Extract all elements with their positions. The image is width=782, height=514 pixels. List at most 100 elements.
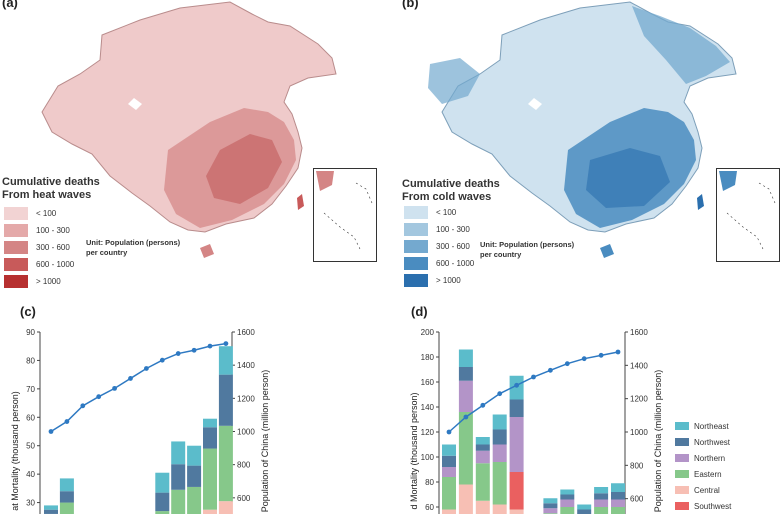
y-tick-label: 100 [421, 453, 435, 462]
bar-segment [577, 509, 592, 514]
heat-legend-title: Cumulative deaths From heat waves [2, 176, 100, 201]
bar-segment [458, 349, 473, 367]
region-legend-row: Eastern [675, 466, 731, 482]
heat-legend-row: > 1000 [4, 275, 61, 288]
hainan-heat [200, 244, 214, 258]
bar-segment [594, 493, 609, 500]
y2-tick-label: 800 [237, 461, 251, 470]
lake-cold [528, 98, 542, 110]
heat-legend-swatch [4, 241, 28, 254]
region-legend-row: Southwest [675, 498, 731, 514]
population-line [50, 342, 227, 433]
heat-legend-row: 300 - 600 [4, 241, 70, 254]
bar-segment [492, 504, 507, 514]
cold-legend-row: 300 - 600 [404, 240, 470, 253]
heat-legend-row: 100 - 300 [4, 224, 70, 237]
population-point [191, 347, 197, 353]
cold-wave-map [428, 1, 737, 258]
bar-segment [187, 486, 202, 514]
bar-segment [187, 445, 202, 466]
y-tick-label: 60 [425, 503, 434, 512]
bar-segment [44, 505, 58, 510]
bar-segment [560, 489, 575, 495]
region-legend-row: Northwest [675, 434, 731, 450]
y2-tick-label: 1200 [237, 394, 255, 403]
population-point [446, 429, 452, 435]
bar-segment [594, 487, 609, 494]
bar-segment [442, 467, 456, 477]
region-legend-label: Northwest [694, 437, 731, 447]
bar-segment [475, 463, 490, 501]
cold-legend-row: > 1000 [404, 274, 461, 287]
bar-segment [560, 507, 575, 514]
south-china-sea-inset-heat [313, 168, 377, 262]
y-tick-label: 30 [26, 499, 35, 508]
bar-segment [560, 499, 575, 507]
panel-d-label: (d) [411, 304, 428, 319]
china-west-cold [428, 58, 480, 104]
region-legend-row: Northeast [675, 418, 731, 434]
heat-legend-row: 600 - 1000 [4, 258, 74, 271]
heat-legend-swatch [4, 258, 28, 271]
y-tick-label: 80 [425, 478, 434, 487]
bar-segment [611, 507, 625, 514]
heat-legend-label: 600 - 1000 [36, 260, 75, 269]
y-tick-label: 80 [26, 356, 35, 365]
population-point [581, 356, 587, 362]
population-point [564, 361, 570, 367]
population-point [615, 349, 621, 355]
bar-segment [155, 472, 170, 493]
population-point [112, 385, 117, 391]
y-axis-label: at Mortality (thousand person) [10, 391, 20, 511]
heat-legend-label: 300 - 600 [36, 243, 70, 252]
population-line [448, 351, 619, 433]
cold-legend-swatch [404, 206, 428, 219]
heat-legend-label: > 1000 [36, 277, 61, 286]
bar-segment [171, 441, 186, 465]
bar-segment [44, 509, 58, 514]
bar-segment [543, 508, 558, 514]
y2-tick-label: 1000 [630, 428, 648, 437]
population-point [48, 429, 54, 434]
heat-unit-note: Unit: Population (persons) per country [86, 238, 181, 257]
population-point [175, 351, 181, 356]
y2-tick-label: 1600 [237, 328, 255, 337]
bar-segment [203, 509, 217, 514]
population-point [463, 414, 469, 420]
y2-tick-label: 1400 [630, 361, 648, 370]
cold-legend-label: < 100 [436, 208, 457, 217]
region-legend-label: Southwest [694, 501, 732, 511]
y2-tick-label: 1400 [237, 361, 255, 370]
hainan-cold [600, 244, 614, 258]
y-tick-label: 140 [421, 403, 435, 412]
y2-tick-label: 600 [237, 494, 251, 503]
population-point [480, 402, 486, 408]
y-axis-label: d Mortality (thousand person) [409, 392, 419, 509]
population-point [64, 419, 70, 424]
population-point [548, 367, 553, 373]
bar-segment [458, 484, 473, 514]
taiwan-heat [297, 194, 304, 210]
bar-segment [59, 491, 74, 503]
bar-segment [543, 503, 558, 509]
bar-segment [475, 500, 490, 514]
region-legend: Northeast Northwest Northern Eastern Central… [675, 418, 731, 514]
bar-segment [594, 499, 609, 507]
y2-tick-label: 1600 [630, 328, 648, 337]
bar-segment [560, 494, 575, 500]
y-tick-label: 200 [421, 328, 435, 337]
bar-segment [458, 380, 473, 412]
population-point [514, 382, 519, 388]
bar-segment [492, 444, 507, 462]
population-point [497, 391, 503, 397]
y2-tick-label: 600 [630, 495, 644, 504]
lake2-heat [90, 40, 100, 52]
bar-segment [155, 511, 170, 514]
panel-c-label: (c) [20, 304, 36, 319]
y2-tick-label: 800 [630, 461, 644, 470]
lake-heat [128, 98, 142, 110]
population-point [598, 352, 604, 358]
bar-segment [492, 462, 507, 505]
region-legend-row: Northern [675, 450, 731, 466]
bar-segment [155, 492, 170, 512]
